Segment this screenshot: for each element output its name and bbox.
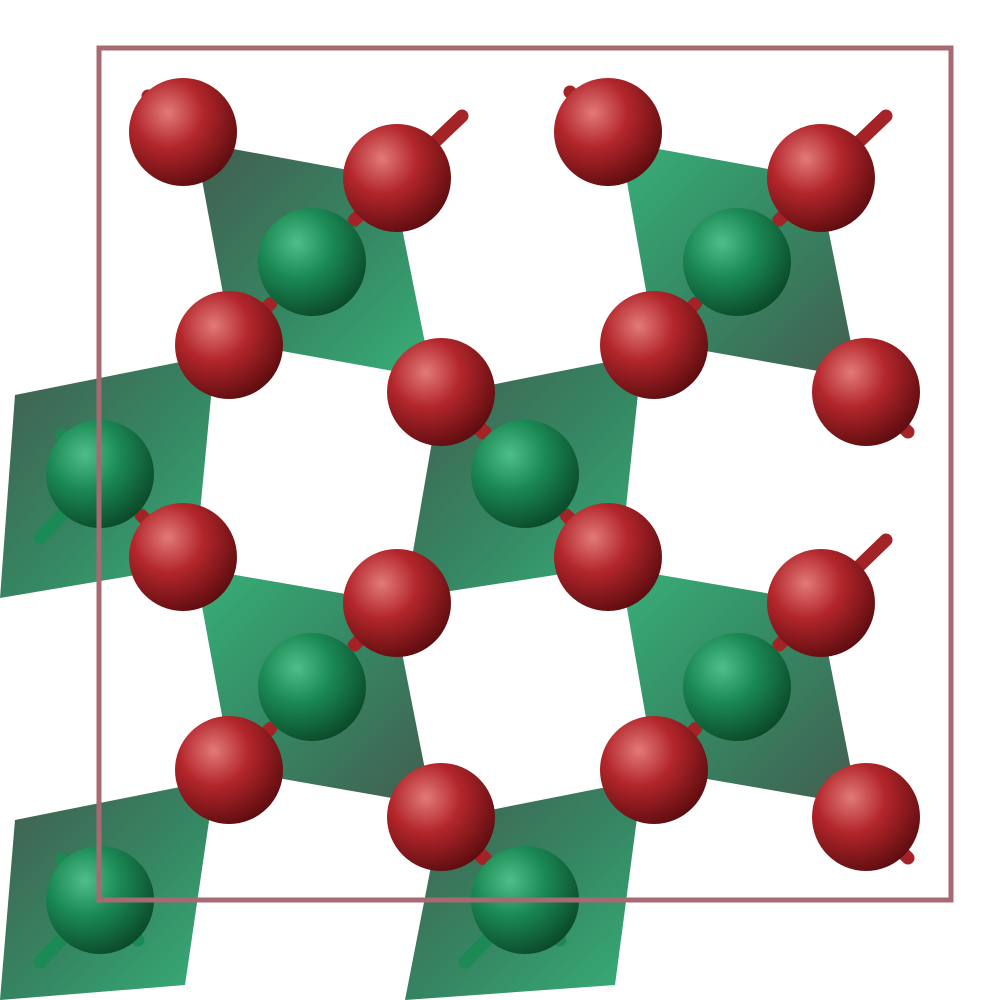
oxygen-atom — [554, 78, 662, 186]
oxygen-atom — [129, 503, 237, 611]
metal-atom — [258, 633, 366, 741]
metal-atom — [471, 420, 579, 528]
oxygen-atom — [387, 338, 495, 446]
oxygen-atom — [129, 78, 237, 186]
oxygen-atom — [767, 124, 875, 232]
oxygen-atom — [175, 291, 283, 399]
metal-atom — [683, 208, 791, 316]
oxygen-atom — [554, 503, 662, 611]
oxygen-atom — [343, 124, 451, 232]
metal-atom — [683, 633, 791, 741]
oxygen-atom — [600, 716, 708, 824]
unit-cell-outline — [96, 45, 954, 903]
atoms — [46, 78, 920, 954]
oxygen-atom — [767, 549, 875, 657]
oxygen-atom — [812, 338, 920, 446]
oxygen-atom — [175, 716, 283, 824]
metal-atom — [258, 208, 366, 316]
oxygen-atom — [600, 291, 708, 399]
oxygen-atom — [387, 763, 495, 871]
oxygen-atom — [812, 763, 920, 871]
oxygen-atom — [343, 549, 451, 657]
